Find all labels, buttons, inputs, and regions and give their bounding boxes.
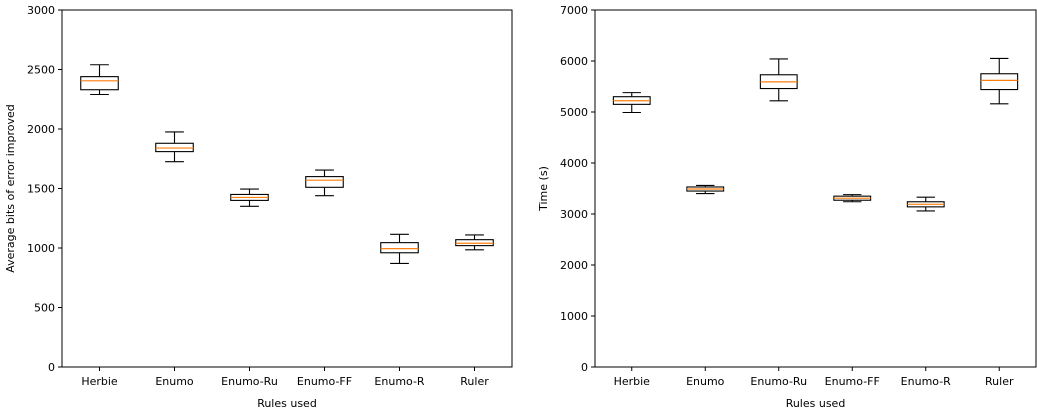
axes-frame (594, 9, 1037, 368)
x-tick-label: Ruler (460, 375, 489, 388)
box-herbie (80, 64, 119, 96)
x-tick-label: Enumo (155, 375, 194, 388)
box-enumo-r (906, 196, 945, 212)
x-tick-label: Herbie (614, 375, 651, 388)
x-tick-label: Enumo-Ru (221, 375, 278, 388)
y-tick-label: 500 (34, 302, 55, 315)
iqr-box (80, 76, 119, 91)
x-tick-label: Enumo-FF (825, 375, 880, 388)
y-tick-label: 6000 (560, 55, 588, 68)
x-axis-title: Rules used (257, 397, 317, 410)
x-tick-label: Enumo (686, 375, 725, 388)
iqr-box (305, 176, 344, 188)
y-tick-label: 4000 (560, 157, 588, 170)
box-enumo (686, 184, 725, 195)
y-tick-label: 1500 (27, 183, 55, 196)
x-tick-label: Herbie (81, 375, 118, 388)
x-tick-label: Enumo-FF (297, 375, 352, 388)
chart-panel-1: 0 500 1000 1500 2000 2500 3000 Herbie Enumo Enumo… (4, 4, 513, 410)
y-tick-label: 2500 (27, 64, 55, 77)
box-enumo-ru (759, 58, 798, 102)
y-tick-label: 2000 (27, 123, 55, 136)
box-enumo (155, 131, 194, 163)
y-tick-label: 1000 (27, 242, 55, 255)
box-enumo-ru (230, 188, 269, 207)
y-axis-title: Average bits of error improved (4, 104, 17, 273)
iqr-box (380, 242, 419, 254)
y-tick-label: 3000 (560, 208, 588, 221)
iqr-box (980, 73, 1019, 91)
axes-frame (61, 9, 513, 368)
y-tick-label: 2000 (560, 259, 588, 272)
x-tick-label: Enumo-R (374, 375, 425, 388)
y-tick-label: 1000 (560, 310, 588, 323)
box-enumo-ff (305, 169, 344, 197)
x-tick-label: Enumo-Ru (750, 375, 807, 388)
x-tick-label: Ruler (985, 375, 1014, 388)
chart-panel-2: 0 1000 2000 3000 4000 5000 6000 7000 Herbie Enumo… (537, 4, 1037, 410)
y-tick-label: 5000 (560, 106, 588, 119)
y-tick-label: 7000 (560, 4, 588, 17)
box-enumo-r (380, 233, 419, 265)
box-herbie (612, 92, 651, 114)
y-tick-label: 0 (581, 361, 588, 374)
x-tick-label: Enumo-R (901, 375, 952, 388)
box-ruler (980, 57, 1019, 105)
y-axis-title: Time (s) (537, 166, 550, 212)
x-axis-title: Rules used (786, 397, 846, 410)
y-tick-label: 0 (48, 361, 55, 374)
y-tick-label: 3000 (27, 4, 55, 17)
box-ruler (455, 234, 494, 251)
box-enumo-ff (833, 194, 872, 203)
